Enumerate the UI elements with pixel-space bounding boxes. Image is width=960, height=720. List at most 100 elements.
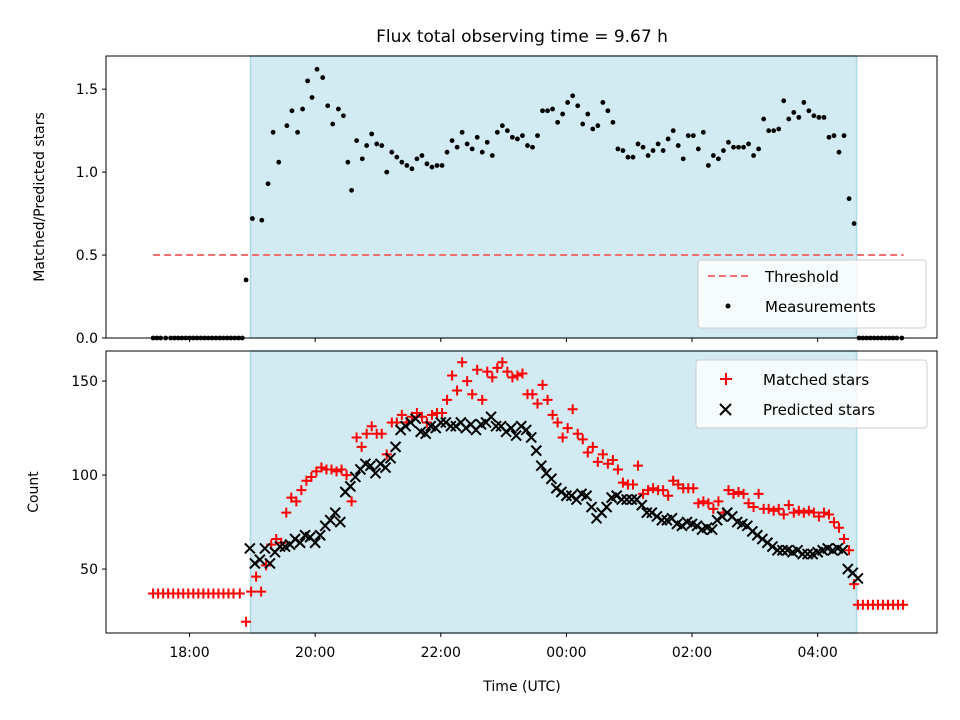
measurement-point xyxy=(615,146,621,152)
measurement-point xyxy=(716,156,721,162)
matched-star-point xyxy=(703,498,714,509)
measurement-point xyxy=(570,93,576,99)
measurement-point xyxy=(295,129,300,135)
matched-star-point xyxy=(361,428,372,439)
predicted-star-point xyxy=(294,537,306,549)
measurement-point xyxy=(620,148,626,153)
matched-star-point xyxy=(839,534,850,544)
measurement-point xyxy=(690,133,696,139)
ratio-legend-box xyxy=(697,259,927,329)
matched-star-point xyxy=(708,503,719,514)
measurement-point xyxy=(806,108,812,114)
measurement-point xyxy=(841,133,847,139)
matched-star-point xyxy=(844,545,855,556)
matched-star-point xyxy=(261,560,272,571)
matched-star-point xyxy=(512,370,523,381)
measurement-point xyxy=(336,106,341,112)
matched-star-point xyxy=(898,599,909,610)
predicted-star-point xyxy=(837,544,849,556)
matched-star-point xyxy=(251,571,262,582)
measurement-point xyxy=(259,217,265,223)
measurement-point xyxy=(710,153,716,158)
matched-star-point xyxy=(834,522,845,533)
matched-star-point xyxy=(291,496,302,507)
measurement-point xyxy=(776,126,782,132)
measurement-point xyxy=(419,153,425,158)
measurement-point xyxy=(300,106,306,112)
matched-star-point xyxy=(457,357,468,368)
measurement-point xyxy=(389,149,395,155)
ratio-y-axis-label: Matched/Predicted stars xyxy=(32,112,48,282)
count-y-tick-label: 100 xyxy=(71,468,98,484)
measurement-point xyxy=(354,138,360,144)
matched-star-point xyxy=(728,488,739,499)
predicted-star-point xyxy=(621,493,633,506)
matched-star-point xyxy=(346,496,357,507)
count-panel: 50 100 150 18:00 20:00 22:00 00:00 02:00 04:00 C… xyxy=(26,350,938,695)
predicted-star-point xyxy=(420,428,432,440)
measurement-point xyxy=(700,129,706,135)
legend-predicted-swatch xyxy=(719,403,732,416)
measurement-point xyxy=(796,114,802,120)
matched-star-point xyxy=(753,488,764,499)
matched-star-point xyxy=(442,394,453,405)
legend-measurements-swatch xyxy=(725,303,731,309)
measurement-point xyxy=(289,108,295,114)
measurement-point xyxy=(535,133,540,139)
matched-star-point xyxy=(617,477,628,488)
measurement-point xyxy=(630,154,636,160)
predicted-star-point xyxy=(445,420,457,432)
measurement-point xyxy=(555,119,561,125)
matched-star-point xyxy=(668,475,679,486)
measurement-point xyxy=(525,143,530,148)
measurement-point xyxy=(731,144,736,150)
measurement-point xyxy=(520,133,525,139)
legend-matched-swatch xyxy=(720,373,732,385)
measurement-point xyxy=(705,163,711,168)
matched-star-point xyxy=(517,368,528,379)
matched-star-point xyxy=(813,511,824,522)
matched-star-point xyxy=(673,479,684,490)
measurement-point xyxy=(424,161,430,167)
measurement-point xyxy=(746,141,751,147)
matched-star-point xyxy=(828,517,839,528)
measurement-point xyxy=(650,148,656,153)
matched-star-point xyxy=(633,460,644,471)
predicted-star-point xyxy=(656,514,668,526)
matched-star-point xyxy=(713,496,724,507)
count-y-tick-label: 150 xyxy=(71,374,98,390)
matched-star-point xyxy=(567,404,578,415)
measurement-point xyxy=(575,103,581,109)
predicted-star-point xyxy=(314,529,326,541)
predicted-star-point xyxy=(636,499,648,511)
matched-star-point xyxy=(487,372,498,383)
predicted-star-point xyxy=(409,412,422,425)
measurement-point xyxy=(270,129,276,135)
measurement-point xyxy=(655,141,661,147)
legend-threshold-label: Threshold xyxy=(764,268,839,286)
matched-star-point xyxy=(234,588,245,599)
x-tick-label: 18:00 xyxy=(169,645,209,661)
measurement-point xyxy=(404,163,410,168)
matched-star-point xyxy=(648,483,659,494)
measurement-point xyxy=(379,143,385,148)
x-tick-label: 20:00 xyxy=(295,645,335,661)
measurement-point xyxy=(545,108,550,114)
measurement-point xyxy=(580,121,586,127)
x-axis-label: Time (UTC) xyxy=(482,679,560,695)
matched-star-point xyxy=(426,409,437,420)
measurement-point xyxy=(605,108,611,114)
matched-star-point xyxy=(788,507,799,518)
predicted-star-point xyxy=(324,514,336,526)
measurement-point xyxy=(826,134,832,140)
matched-star-point xyxy=(537,379,548,390)
matched-star-point xyxy=(698,496,709,507)
predicted-star-point xyxy=(505,422,517,434)
predicted-star-point xyxy=(329,506,341,519)
matched-star-point xyxy=(246,586,257,597)
measurement-point xyxy=(821,114,827,120)
matched-star-point xyxy=(552,417,563,428)
measurement-point xyxy=(791,110,797,115)
measurement-point xyxy=(816,114,822,120)
measurement-point xyxy=(414,156,420,162)
